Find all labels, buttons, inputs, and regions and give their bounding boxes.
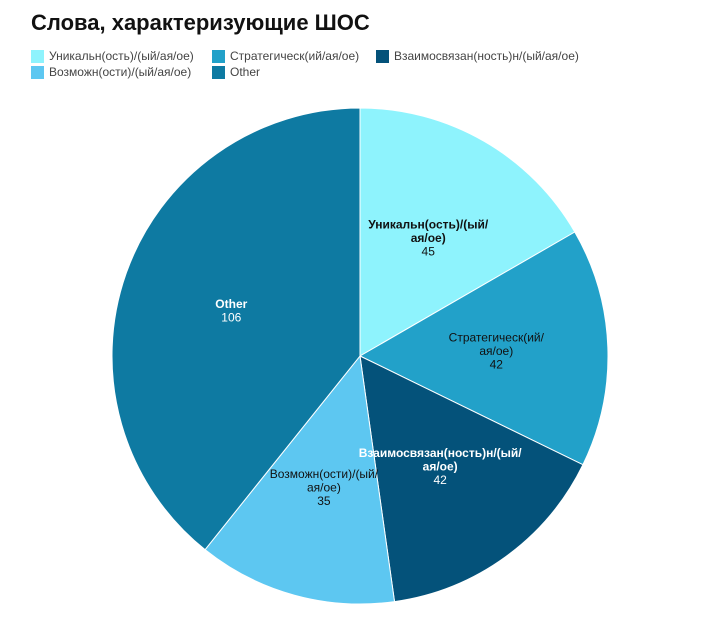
slice-label-text: ая/ое) <box>479 344 513 358</box>
slice-label-text: Взаимосвязан(ность)н/(ый/ <box>359 446 523 460</box>
slice-value: 106 <box>221 311 241 325</box>
slice-value: 42 <box>490 358 504 372</box>
slice-label-text: ая/ое) <box>423 459 458 473</box>
slice-label-text: ая/ое) <box>307 481 341 495</box>
slice-label-text: Возможн(ости)/(ый/ <box>270 467 379 481</box>
slice-label-text: Стратегическ(ий/ <box>449 331 545 345</box>
slice-label-text: ая/ое) <box>411 231 446 245</box>
slice-label-text: Уникальн(ость)/(ый/ <box>368 217 489 231</box>
slice-value: 42 <box>433 473 447 487</box>
slice-value: 35 <box>317 494 331 508</box>
slice-value: 45 <box>422 244 436 258</box>
slice-label-text: Other <box>215 297 247 311</box>
